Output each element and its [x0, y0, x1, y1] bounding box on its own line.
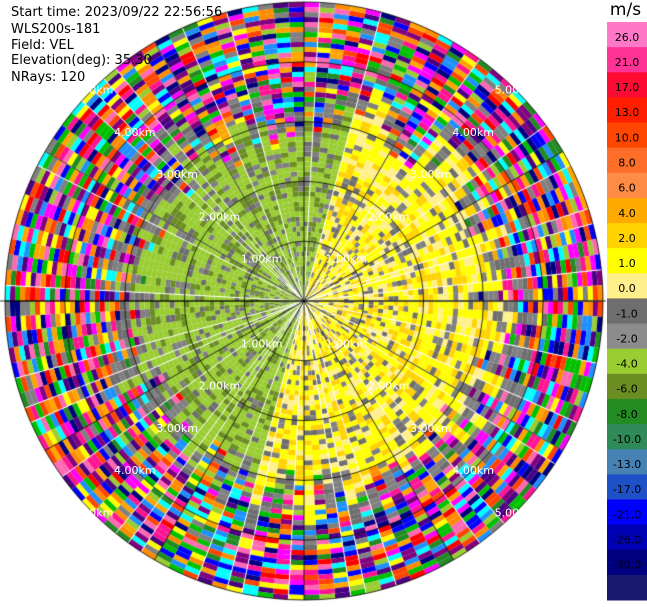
elevation-label: Elevation(deg): 35.30 [11, 53, 152, 68]
nrays-label: NRays: 120 [11, 70, 86, 85]
field-label: Field: VEL [11, 38, 74, 53]
colorbar-title: m/s [609, 0, 642, 20]
start-time-label: Start time: 2023/09/22 22:56:56 [11, 5, 223, 20]
instrument-label: WLS200s-181 [11, 22, 101, 37]
